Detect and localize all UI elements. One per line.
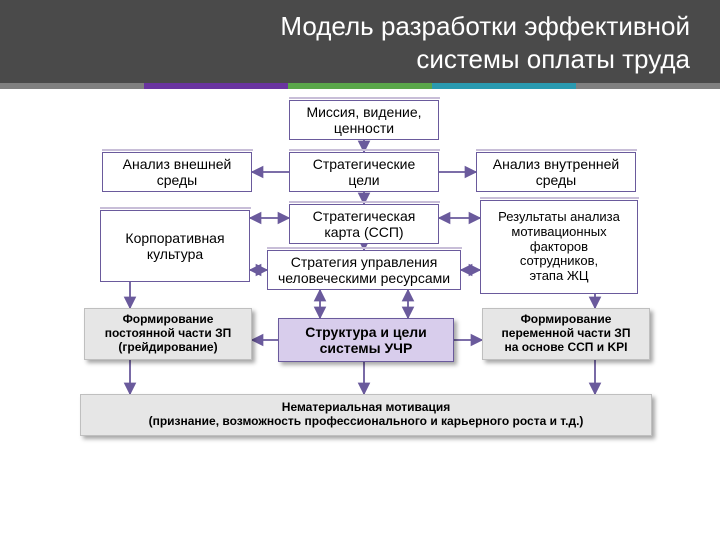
title-line-2: системы оплаты труда — [416, 44, 690, 74]
node-goals: Стратегические цели — [289, 152, 439, 192]
node-mission: Миссия, видение, ценности — [289, 100, 439, 140]
node-label-results: Результаты анализа мотивационных факторо… — [498, 210, 620, 285]
accent-seg-4 — [576, 83, 720, 89]
node-label-nonmat: Нематериальная мотивация (признание, воз… — [149, 401, 584, 429]
node-label-variable: Формирование переменной части ЗП на осно… — [502, 313, 631, 354]
node-label-culture: Корпоративная культура — [125, 230, 224, 262]
title-line-1: Модель разработки эффективной — [280, 11, 690, 41]
node-uchr: Структура и цели системы УЧР — [278, 318, 454, 362]
accent-seg-3 — [432, 83, 576, 89]
node-ext: Анализ внешней среды — [102, 152, 252, 192]
node-label-hr: Стратегия управления человеческими ресур… — [278, 254, 450, 286]
node-label-int: Анализ внутренней среды — [493, 156, 619, 188]
node-fixed: Формирование постоянной части ЗП (грейди… — [84, 308, 252, 360]
node-map: Стратегическая карта (ССП) — [289, 204, 439, 244]
node-label-goals: Стратегические цели — [313, 156, 416, 188]
node-label-fixed: Формирование постоянной части ЗП (грейди… — [105, 313, 232, 354]
node-nonmat: Нематериальная мотивация (признание, воз… — [80, 394, 652, 436]
node-label-uchr: Структура и цели системы УЧР — [305, 324, 427, 356]
node-hr: Стратегия управления человеческими ресур… — [267, 250, 461, 290]
node-culture: Корпоративная культура — [100, 210, 250, 282]
node-variable: Формирование переменной части ЗП на осно… — [482, 308, 650, 360]
node-label-map: Стратегическая карта (ССП) — [313, 208, 416, 240]
node-int: Анализ внутренней среды — [476, 152, 636, 192]
accent-seg-0 — [0, 83, 144, 89]
node-label-ext: Анализ внешней среды — [123, 156, 232, 188]
node-results: Результаты анализа мотивационных факторо… — [480, 200, 638, 294]
accent-bar — [0, 83, 720, 89]
diagram-canvas: Миссия, видение, ценности Анализ внешней … — [0, 90, 720, 540]
accent-seg-2 — [288, 83, 432, 89]
slide-title: Модель разработки эффективной системы оп… — [0, 0, 720, 83]
accent-seg-1 — [144, 83, 288, 89]
node-label-mission: Миссия, видение, ценности — [306, 104, 421, 136]
